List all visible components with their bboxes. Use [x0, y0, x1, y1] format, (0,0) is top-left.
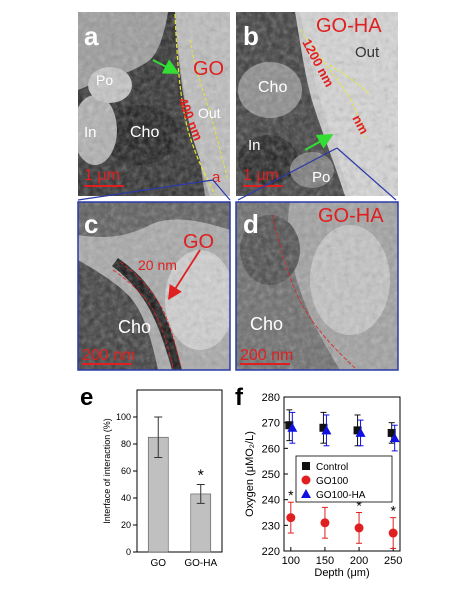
chart-e-xtick-label: GO: [150, 558, 166, 569]
boundary-line-a: [174, 13, 216, 196]
chart-f-xtick-label: 200: [350, 555, 368, 567]
chart-f-legend-label: GO100-HA: [316, 490, 366, 501]
chart-e-xtick-label: GO-HA: [184, 558, 217, 569]
panel-d-letter: d: [243, 209, 259, 239]
chart-f-point: [286, 513, 296, 523]
chart-f-xtick-label: 150: [316, 555, 334, 567]
panel-a-label-out: Out: [198, 105, 221, 121]
zoom-line-a-right: [212, 179, 231, 201]
chart-f-ytick-label: 220: [262, 546, 280, 558]
zoom-line-b-right: [336, 147, 397, 201]
panel-c-label-cho: Cho: [118, 317, 151, 337]
chart-f-point: [389, 433, 400, 443]
chart-e-ytick-label: 20: [121, 520, 131, 530]
chart-f-ytick-label: 270: [262, 418, 280, 430]
chart-f-ytick-label: 240: [262, 495, 280, 507]
chart-e-ytick-label: 0: [126, 547, 131, 557]
panel-b-title: GO-HA: [316, 15, 382, 37]
panel-b-letter: b: [243, 21, 259, 51]
chart-f-legend-marker: [301, 489, 311, 498]
chart-f-point: [353, 426, 362, 435]
chart-f-ylabel: Oxygen (μMO₂/L): [244, 431, 256, 517]
chart-f-xlabel: Depth (μm): [314, 567, 369, 579]
panel-b-scale-label: 1 μm: [243, 167, 279, 184]
panel-e-letter: e: [80, 384, 93, 411]
chart-f-point: [321, 425, 332, 435]
chart-f-point: [387, 428, 396, 437]
chart-f-legend-marker: [302, 462, 310, 470]
panel-c-scale-label: 200 nm: [82, 347, 135, 364]
panel-a-sub: a: [212, 169, 221, 186]
panel-b-label-po: Po: [312, 169, 330, 186]
chart-f-ytick-label: 230: [262, 520, 280, 532]
panel-b: b GO-HA Out Cho In Po 1200 nm nm 1 μm: [236, 12, 398, 196]
chart-f-legend-label: GO100: [316, 476, 349, 487]
chart-f-ytick-label: 250: [262, 469, 280, 481]
panel-a-label-cho: Cho: [130, 124, 159, 141]
panel-c-thickness: 20 nm: [138, 257, 177, 273]
panel-c-title: GO: [183, 231, 214, 253]
panel-a-title: GO: [193, 58, 224, 80]
chart-e-ytick-label: 60: [121, 466, 131, 476]
panel-d-scale-label: 200 nm: [240, 347, 293, 364]
panel-a-letter: a: [84, 21, 99, 51]
panel-b-label-out: Out: [355, 44, 380, 61]
chart-f-legend: [295, 455, 393, 503]
chart-e-ytick-label: 40: [121, 493, 131, 503]
green-arrow-a: [152, 59, 180, 74]
panel-f-letter: f: [235, 384, 244, 411]
chart-f-point: [355, 427, 366, 437]
chart-f-point: [354, 523, 364, 533]
chart-e-ytick-label: 80: [121, 439, 131, 449]
chart-f-point: [388, 528, 398, 538]
panel-a-label-po: Po: [96, 72, 113, 88]
chart-f-xtick-label: 100: [282, 555, 300, 567]
chart-f-legend-label: Control: [316, 462, 348, 473]
zoom-line-a-left: [77, 179, 214, 201]
chart-f-ytick-label: 260: [262, 443, 280, 455]
chart-f-point: [287, 422, 298, 432]
panel-c-arrow: [168, 249, 201, 301]
chart-f: 220 230 240 250 260 270 280 100 150 200 250 Depth (…: [244, 392, 402, 579]
green-arrow-b: [304, 134, 334, 151]
chart-f-point: [319, 423, 328, 432]
panel-c: c GO 20 nm Cho 200 nm: [77, 201, 231, 371]
panel-d: d GO-HA Cho 200 nm: [235, 201, 399, 371]
chart-e-ytick-label: 100: [116, 412, 131, 422]
panel-a-scale-label: 1 μm: [84, 167, 120, 184]
chart-e-annotation: *: [198, 468, 204, 485]
chart-e: 0 20 40 60 80 100 Interface of interaction (%)…: [102, 389, 223, 569]
chart-f-point: [285, 421, 294, 430]
chart-f-annotation: *: [356, 498, 362, 514]
panel-d-label-cho: Cho: [250, 314, 283, 334]
panel-c-letter: c: [84, 209, 98, 239]
chart-f-xtick-label: 250: [384, 555, 402, 567]
panel-e: e 0 20 40 60 80 100 Interface of interaction (…: [80, 384, 223, 569]
panel-b-label-in: In: [248, 137, 261, 154]
chart-f-point: [320, 518, 330, 528]
chart-f-legend-marker: [301, 475, 311, 485]
chart-e-ylabel: Interface of interaction (%): [102, 418, 112, 524]
panel-a-label-in: In: [84, 124, 97, 141]
chart-f-annotation: *: [390, 503, 396, 519]
zoom-line-b-left: [237, 147, 338, 201]
panel-f: f 220 230 240 250 260 270 280 100 150 200 250 Depth…: [235, 384, 402, 579]
panel-d-title: GO-HA: [318, 205, 384, 227]
chart-f-annotation: *: [288, 487, 294, 503]
panel-a: a GO Po In Cho Out 400 nm a 1 μm: [78, 12, 230, 196]
panel-b-label-cho: Cho: [258, 79, 287, 96]
chart-f-ytick-label: 280: [262, 392, 280, 404]
